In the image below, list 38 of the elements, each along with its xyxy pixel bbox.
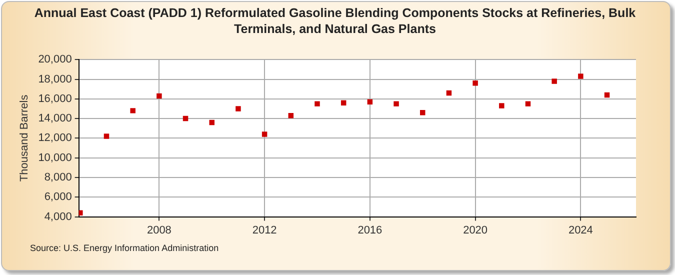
point [78, 210, 83, 216]
point [552, 78, 557, 84]
x-tick-label: 2020 [463, 224, 488, 236]
point [182, 116, 188, 122]
x-tick-label: 2008 [146, 224, 172, 236]
point [367, 99, 373, 104]
point [525, 101, 531, 106]
point [604, 92, 610, 98]
y-tick-label: 10,000 [38, 152, 72, 164]
point [209, 120, 214, 126]
point [499, 103, 504, 108]
point [340, 100, 346, 106]
point [446, 90, 452, 96]
point [130, 108, 136, 114]
point [394, 101, 399, 106]
y-tick-label: 14,000 [38, 112, 72, 125]
point [472, 80, 478, 86]
point [262, 132, 268, 137]
point [104, 134, 110, 139]
point [288, 112, 294, 118]
x-tick-label: 2024 [568, 224, 593, 236]
point [420, 110, 426, 116]
y-tick-label: 18,000 [38, 73, 72, 86]
point [236, 106, 241, 112]
x-tick-label: 2012 [252, 224, 277, 236]
y-tick-label: 6,000 [44, 191, 72, 204]
y-axis-title: Thousand Barrels [18, 94, 31, 182]
y-tick-label: 12,000 [38, 132, 72, 144]
y-tick-label: 8,000 [44, 172, 72, 184]
y-tick-label: 4,000 [44, 210, 72, 223]
y-tick-label: 16,000 [38, 92, 72, 105]
source-note: Source: U.S. Energy Information Administration [30, 243, 219, 253]
chart-title: Annual East Coast (PADD 1) Reformulated Gasoline Blending Components Stocks at Refineries, Bulk Terminals, and Natural Gas Plants [33, 5, 637, 37]
point [314, 101, 320, 106]
point [578, 74, 584, 79]
x-tick-label: 2016 [358, 224, 382, 236]
y-tick-label: 20,000 [38, 54, 72, 66]
point [156, 93, 162, 99]
